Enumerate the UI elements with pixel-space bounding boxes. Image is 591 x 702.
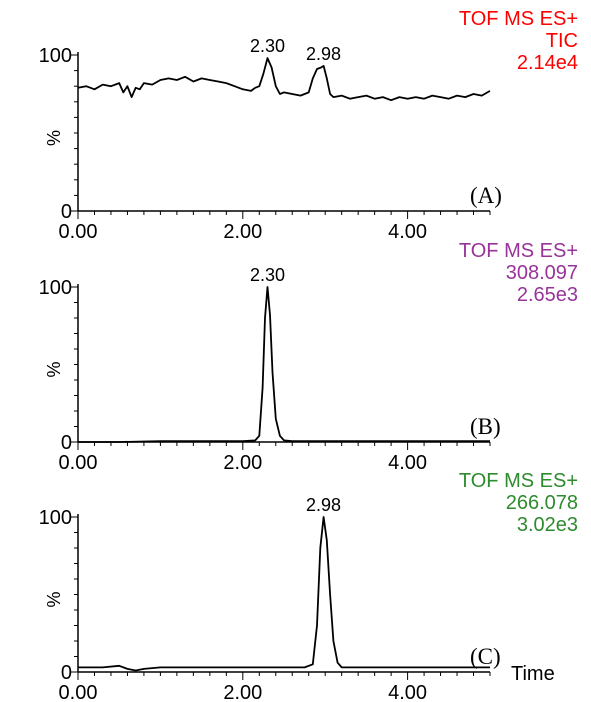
x-tick-label: 4.00 <box>388 221 427 243</box>
peak-label: 2.30 <box>250 265 285 285</box>
panel-1: 0.00 2.00 4.00 0 100% 2.30 2.98 TOF MS ES+TIC2.… <box>39 8 578 243</box>
y-tick-label: 100 <box>39 45 72 67</box>
y-tick-label: 100 <box>39 277 72 299</box>
y-axis-label: % <box>44 591 64 607</box>
y-axis-label: % <box>44 361 64 377</box>
panel-label: (A) <box>470 183 502 208</box>
peak-label: 2.98 <box>306 44 341 64</box>
panel-label: (B) <box>470 414 501 439</box>
trace-info-line: TOF MS ES+ <box>459 8 578 30</box>
trace-info-line: 2.65e3 <box>517 284 578 306</box>
x-tick-label: 4.00 <box>388 682 427 702</box>
peak-label: 2.30 <box>250 36 285 56</box>
x-tick-label: 4.00 <box>388 452 427 474</box>
series-line <box>78 286 490 443</box>
x-tick-label: 2.00 <box>223 452 262 474</box>
y-tick-label: 0 <box>61 432 72 454</box>
x-tick-label: 2.00 <box>223 682 262 702</box>
trace-info-line: TOF MS ES+ <box>459 470 578 492</box>
x-tick-label: 0.00 <box>59 452 98 474</box>
x-tick-label: 2.00 <box>223 221 262 243</box>
trace-info-line: 3.02e3 <box>517 514 578 536</box>
y-tick-label: 0 <box>61 662 72 684</box>
y-axis-label: % <box>44 130 64 146</box>
series-line <box>77 57 491 102</box>
trace-info-line: 2.14e4 <box>517 52 578 74</box>
trace-info-line: 266.078 <box>506 492 578 514</box>
x-axis-label: Time <box>511 663 555 685</box>
y-tick-label: 100 <box>39 507 72 529</box>
y-tick-label: 0 <box>61 201 72 223</box>
panel-2: 0.00 2.00 4.00 0 100% 2.30 TOF MS ES+308.0972.… <box>39 240 578 474</box>
panel-3: 0.00 2.00 4.00 0 100% 2.98 TOF MS ES+266.0783.… <box>39 470 578 702</box>
panel-label: (C) <box>470 644 501 669</box>
series-line <box>78 516 490 672</box>
x-tick-label: 0.00 <box>59 221 98 243</box>
peak-label: 2.98 <box>306 495 341 515</box>
trace-info-line: 308.097 <box>506 262 578 284</box>
x-tick-label: 0.00 <box>59 682 98 702</box>
trace-info-line: TIC <box>546 30 578 52</box>
trace-info-line: TOF MS ES+ <box>459 240 578 262</box>
